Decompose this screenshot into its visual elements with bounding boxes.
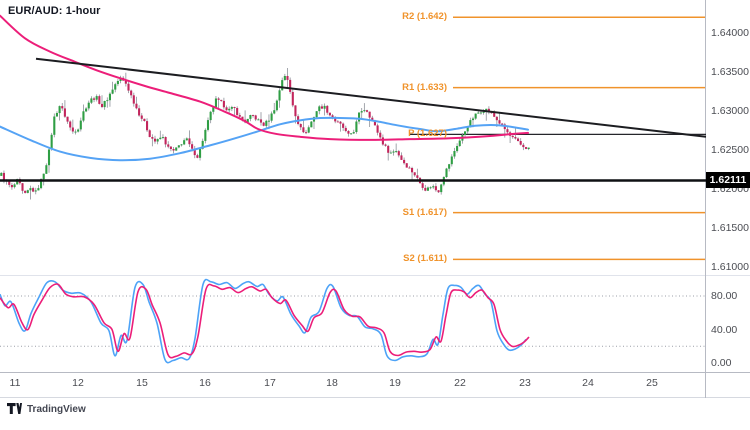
pivot-label-R2: R2 (1.642) (402, 11, 447, 23)
price-axis-label: 1.64000 (711, 26, 749, 39)
tradingview-logo-icon (7, 403, 22, 414)
price-axis-label: 1.62500 (711, 144, 749, 157)
time-axis-label: 23 (519, 377, 531, 389)
descending-trendline[interactable] (35, 57, 707, 138)
price-axis-label: 1.61000 (711, 261, 749, 274)
stochastic-d-line[interactable] (0, 283, 530, 359)
time-axis-label: 19 (389, 377, 401, 389)
moving-average-pink[interactable] (0, 14, 529, 141)
price-chart-canvas[interactable] (0, 0, 750, 398)
stoch-axis-label: 0.00 (711, 357, 732, 369)
pivot-label-R1: R1 (1.633) (402, 81, 447, 93)
moving-average-blue[interactable] (0, 116, 529, 162)
time-axis-label: 12 (72, 377, 84, 389)
stochastic-k-line[interactable] (0, 278, 527, 364)
time-axis-label: 18 (326, 377, 338, 389)
time-axis-label: 24 (582, 377, 594, 389)
time-axis-label: 25 (646, 377, 658, 389)
stoch-axis-label: 40.00 (711, 323, 738, 336)
time-axis-label: 16 (199, 377, 211, 389)
price-line-badge: 1.62111 (706, 172, 750, 189)
time-axis-label: 17 (264, 377, 276, 389)
tradingview-logo[interactable]: TradingView (7, 403, 86, 415)
price-axis-label: 1.63500 (711, 65, 749, 78)
price-axis-label: 1.63000 (711, 105, 749, 117)
time-axis-label: 11 (9, 377, 21, 389)
tradingview-logo-text: TradingView (27, 403, 86, 415)
price-axis-label: 1.61500 (711, 222, 749, 235)
pivot-label-S1: S1 (1.617) (402, 206, 447, 218)
time-axis-label: 15 (136, 377, 148, 389)
pivot-label-S2: S2 (1.611) (403, 253, 447, 265)
time-axis-label: 22 (454, 377, 466, 389)
chart-title: EUR/AUD: 1-hour (8, 5, 101, 17)
stoch-axis-label: 80.00 (711, 290, 738, 302)
pivot-label-P: P (1.627) (408, 128, 447, 140)
